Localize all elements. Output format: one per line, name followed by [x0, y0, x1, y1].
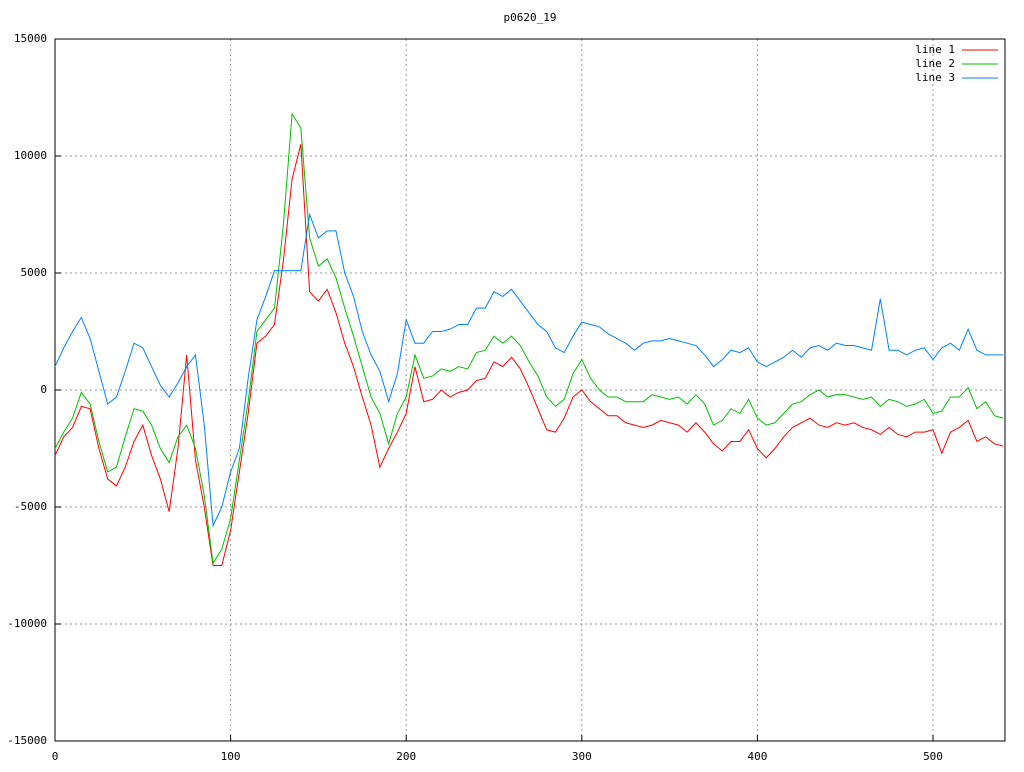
chart-title: p0620_19 [504, 11, 557, 24]
x-tick-label: 200 [396, 750, 416, 763]
legend-label: line 2 [915, 57, 955, 70]
x-tick-label: 100 [221, 750, 241, 763]
x-tick-label: 0 [52, 750, 59, 763]
legend-label: line 1 [915, 43, 955, 56]
plot-border [54, 38, 1006, 742]
y-tick-label: 5000 [21, 266, 48, 279]
y-tick-label: 0 [40, 383, 47, 396]
y-tick-label: 10000 [14, 149, 47, 162]
x-tick-label: 500 [923, 750, 943, 763]
y-tick-label: -10000 [7, 617, 47, 630]
y-tick-label: -15000 [7, 734, 47, 747]
y-tick-label: 15000 [14, 32, 47, 45]
y-tick-label: -5000 [14, 500, 47, 513]
data-line [54, 112, 1004, 565]
x-tick-label: 300 [572, 750, 592, 763]
x-tick-label: 400 [747, 750, 767, 763]
data-line [54, 144, 1004, 566]
legend-label: line 3 [915, 71, 955, 84]
data-line [54, 212, 1004, 528]
